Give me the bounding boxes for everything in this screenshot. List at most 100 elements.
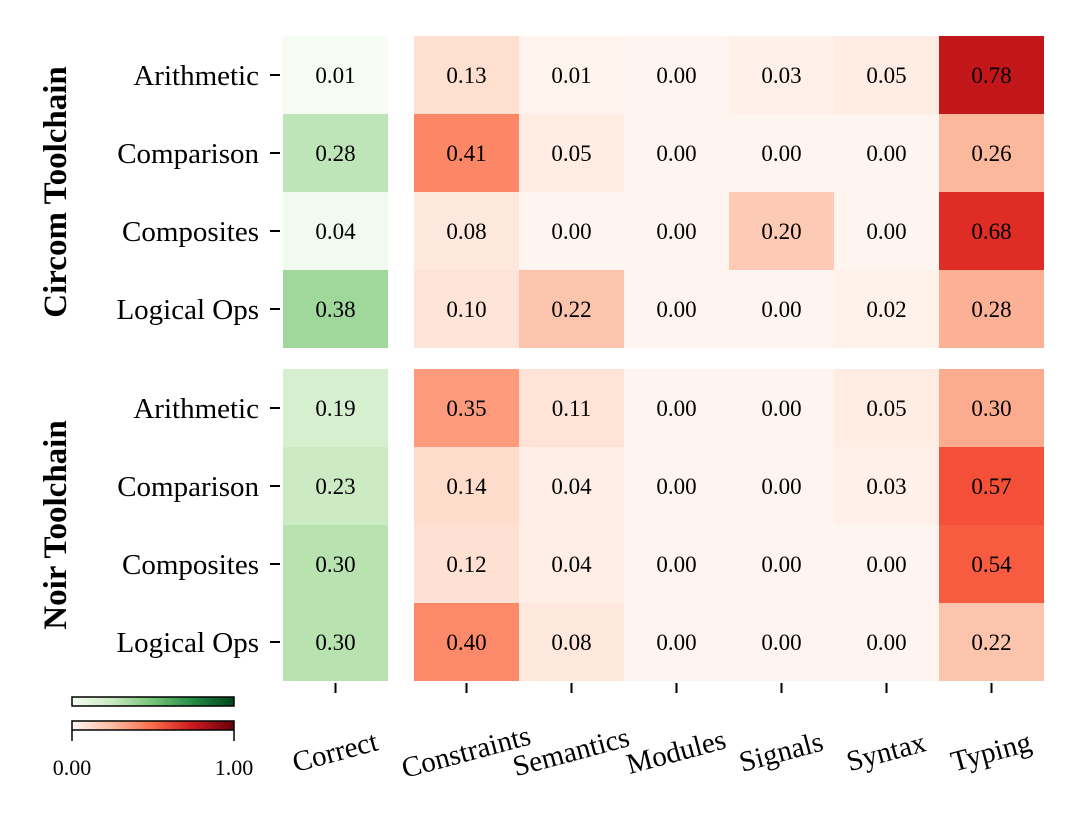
cell-1-1-0	[283, 447, 388, 525]
cell-value: 0.05	[866, 396, 906, 421]
cell-value: 0.28	[971, 297, 1011, 322]
cell-1-2-3	[624, 525, 729, 603]
cell-value: 0.00	[656, 63, 696, 88]
x-tick-label: Typing	[948, 726, 1035, 778]
cell-value: 0.05	[866, 63, 906, 88]
row-label: Comparison	[117, 138, 259, 170]
cell-1-0-3	[624, 369, 729, 447]
cell-0-0-2	[519, 36, 624, 114]
cell-1-0-5	[834, 369, 939, 447]
cell-value: 0.00	[866, 552, 906, 577]
row-label: Comparison	[117, 471, 259, 503]
cell-1-0-1	[414, 369, 519, 447]
cell-value: 0.28	[315, 141, 355, 166]
cell-0-3-1	[414, 270, 519, 348]
cell-1-0-4	[729, 369, 834, 447]
cell-1-1-6	[939, 447, 1044, 525]
cell-value: 0.02	[866, 297, 906, 322]
cell-value: 0.00	[656, 141, 696, 166]
cell-1-3-2	[519, 603, 624, 681]
cell-value: 0.00	[656, 219, 696, 244]
cell-value: 0.00	[761, 141, 801, 166]
cell-value: 0.01	[315, 63, 355, 88]
row-label: Composites	[122, 549, 259, 581]
cell-1-2-6	[939, 525, 1044, 603]
cell-value: 0.23	[315, 474, 355, 499]
cell-value: 0.26	[971, 141, 1011, 166]
cell-1-3-5	[834, 603, 939, 681]
cell-1-2-1	[414, 525, 519, 603]
cell-0-3-2	[519, 270, 624, 348]
cell-value: 0.41	[446, 141, 486, 166]
colorbar: 0.00 1.00	[53, 696, 253, 780]
cell-value: 0.04	[315, 219, 356, 244]
cell-value: 0.68	[971, 219, 1011, 244]
cell-0-0-6	[939, 36, 1044, 114]
cell-value: 0.19	[315, 396, 355, 421]
cell-0-0-0	[283, 36, 388, 114]
x-tick-label: Syntax	[843, 726, 930, 778]
cell-value: 0.00	[761, 552, 801, 577]
cell-value: 0.35	[446, 396, 486, 421]
cell-0-1-1	[414, 114, 519, 192]
cell-value: 0.03	[866, 474, 906, 499]
x-tick-label: Correct	[289, 726, 381, 779]
cell-value: 0.03	[761, 63, 801, 88]
cell-value: 0.00	[761, 630, 801, 655]
cell-1-1-4	[729, 447, 834, 525]
cell-value: 0.54	[971, 552, 1012, 577]
cell-1-0-0	[283, 369, 388, 447]
cell-value: 0.38	[315, 297, 355, 322]
group-label: Circom Toolchain	[38, 66, 74, 318]
cell-value: 0.08	[446, 219, 486, 244]
cell-value: 0.00	[551, 219, 591, 244]
cell-0-3-3	[624, 270, 729, 348]
cell-value: 0.00	[656, 630, 696, 655]
cell-value: 0.00	[656, 297, 696, 322]
cell-1-2-5	[834, 525, 939, 603]
cell-value: 0.00	[761, 474, 801, 499]
cell-0-1-4	[729, 114, 834, 192]
cell-value: 0.00	[761, 297, 801, 322]
row-label: Logical Ops	[116, 627, 259, 659]
cell-0-3-5	[834, 270, 939, 348]
cell-0-1-6	[939, 114, 1044, 192]
cell-value: 0.00	[866, 630, 906, 655]
cell-1-3-4	[729, 603, 834, 681]
cell-0-0-1	[414, 36, 519, 114]
cell-0-0-4	[729, 36, 834, 114]
cell-0-1-3	[624, 114, 729, 192]
cell-value: 0.00	[761, 396, 801, 421]
cell-value: 0.00	[656, 552, 696, 577]
cell-1-3-0	[283, 603, 388, 681]
colorbar-green	[71, 696, 235, 707]
group-labels: Circom Toolchain Noir Toolchain	[38, 66, 74, 629]
group-label: Noir Toolchain	[38, 420, 74, 629]
cell-0-0-3	[624, 36, 729, 114]
cell-0-2-6	[939, 192, 1044, 270]
cell-0-2-4	[729, 192, 834, 270]
x-tick-label: Signals	[736, 726, 827, 779]
cell-value: 0.04	[551, 552, 592, 577]
cell-0-1-5	[834, 114, 939, 192]
cell-1-0-6	[939, 369, 1044, 447]
cell-1-3-6	[939, 603, 1044, 681]
cell-0-1-0	[283, 114, 388, 192]
row-label: Composites	[122, 216, 259, 248]
cell-value: 0.00	[866, 141, 906, 166]
cell-1-3-3	[624, 603, 729, 681]
cell-value: 0.10	[446, 297, 486, 322]
cell-value: 0.01	[551, 63, 591, 88]
cell-value: 0.00	[656, 396, 696, 421]
cell-value: 0.05	[551, 141, 591, 166]
row-label: Arithmetic	[133, 393, 259, 425]
cell-value: 0.30	[315, 552, 355, 577]
cell-value: 0.08	[551, 630, 591, 655]
colorbar-red	[71, 720, 235, 731]
cell-value: 0.30	[971, 396, 1011, 421]
cell-0-3-4	[729, 270, 834, 348]
cell-1-1-5	[834, 447, 939, 525]
cell-1-2-0	[283, 525, 388, 603]
